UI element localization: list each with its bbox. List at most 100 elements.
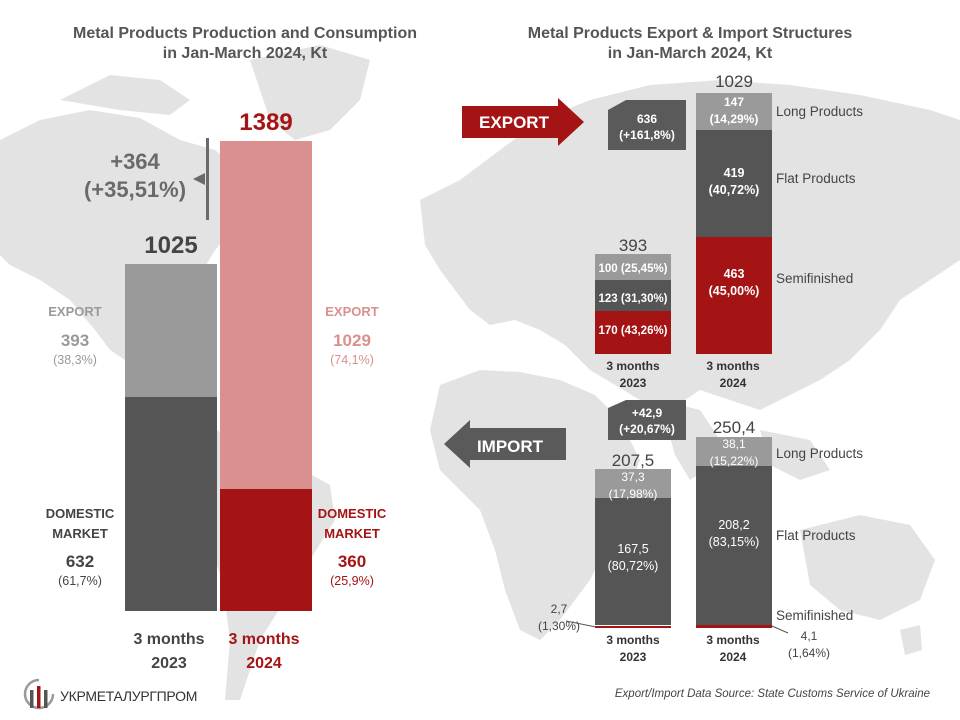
imp24-semi-leader-line [771,625,789,634]
exp-category-2023: 3 months 2023 [590,358,676,392]
left-bar-total-2023: 1025 [144,232,198,260]
exp24-flat-value: 419 [723,166,745,180]
logo-icon [23,678,55,710]
imp23-flat-value: 167,5 [617,542,649,556]
domestic-2023-label-1: DOMESTIC [45,506,115,521]
import-arrow-icon: IMPORT [444,420,566,468]
exp-cat-2023-line1: 3 months [606,359,660,373]
imp-cat-2024-line1: 3 months [706,633,760,647]
export-2023-flat-products-bar [595,279,671,311]
exp-cat-2024-line2: 2024 [719,376,747,390]
imp23-semi-pct: (1,30%) [537,619,581,633]
imp23-semi-leader-line [565,620,597,628]
export-2023-semifinished-bar [595,310,671,354]
legend-long-export: Long Products [776,104,864,119]
left-bar-2023-export [125,264,217,398]
right-title-line1: Metal Products Export & Import Structure… [527,25,853,42]
left-title-line1: Metal Products Production and Consumptio… [73,25,417,42]
export-arrow-label: EXPORT [479,113,550,132]
change-bracket-line [206,138,209,220]
export-2023-label: EXPORT [48,304,102,319]
exp24-flat-pct: (40,72%) [708,183,760,197]
exp24-long-pct: (14,29%) [709,112,759,126]
domestic-2023-label-group: DOMESTIC MARKET 632 (61,7%) [30,504,130,588]
exp23-semi-label: 170 (43,26%) [598,324,668,337]
import-change-value: +42,9 [632,406,663,420]
import-change-arrow: +42,9 (+20,67%) [608,400,686,440]
exp24-flat-label-group: 419 (40,72%) [696,162,772,202]
imp23-long-pct: (17,98%) [608,487,658,501]
imp24-semi-label-group: 4,1 (1,64%) [778,628,840,662]
import-change-pct: (+20,67%) [619,422,675,436]
imp23-long-label-group: 37,3 (17,98%) [595,470,671,502]
domestic-2024-label-1: DOMESTIC [317,506,387,521]
imp-category-2024: 3 months 2024 [690,632,776,666]
left-cat-2023-line1: 3 months [133,631,205,648]
legend-semi-export: Semifinished [776,271,854,286]
left-cat-2024-line1: 3 months [228,631,300,648]
imp24-flat-pct: (83,15%) [708,535,760,549]
export-change-value: 636 [637,112,657,126]
import-2024-long-products-bar [696,437,772,467]
domestic-2024-label-group: DOMESTIC MARKET 360 (25,9%) [312,504,392,588]
imp24-semi-value: 4,1 [800,629,818,643]
left-bar-2024-export [220,140,312,490]
export-2023-label-group: EXPORT 393 (38,3%) [30,304,120,367]
left-bar-2024-domestic [220,489,312,611]
exp-cat-2023-line2: 2023 [619,376,647,390]
import-2024-total: 250,4 [712,418,756,437]
change-abs-value: +364 [110,149,160,174]
exp-category-2024: 3 months 2024 [690,358,776,392]
change-arrow-icon [193,173,205,185]
domestic-2024-value: 360 [337,552,367,571]
exp23-long-label: 100 (25,45%) [598,262,668,275]
legend-flat-import: Flat Products [776,528,856,543]
change-pct-value: (+35,51%) [83,177,187,202]
legend-flat-export: Flat Products [776,171,856,186]
imp-category-2023: 3 months 2023 [590,632,676,666]
export-2023-total: 393 [618,236,648,255]
left-chart-title: Metal Products Production and Consumptio… [30,24,460,64]
left-bar-2023-domestic [125,397,217,611]
left-bar-total-2024: 1389 [239,108,293,136]
export-2024-value: 1029 [333,331,371,350]
left-category-2024: 3 months 2024 [218,628,310,676]
import-2023-flat-products-bar [595,497,671,626]
imp-cat-2023-line2: 2023 [619,650,647,664]
exp24-long-label-group: 147 (14,29%) [696,94,772,128]
export-2024-flat-products-bar [696,130,772,237]
export-2024-pct: (74,1%) [330,353,374,367]
left-title-line2: in Jan-March 2024, Kt [162,45,328,62]
imp24-flat-label-group: 208,2 (83,15%) [696,514,772,554]
import-2023-long-products-bar [595,469,671,498]
exp-cat-2024-line1: 3 months [706,359,760,373]
left-category-2023: 3 months 2023 [120,628,218,676]
exp24-semi-pct: (45,00%) [708,284,760,298]
export-2023-value: 393 [60,331,90,350]
imp24-semi-pct: (1,64%) [787,646,831,660]
import-2023-total: 207,5 [611,451,655,470]
data-source-note: Export/Import Data Source: State Customs… [614,688,930,700]
import-2023-semifinished-bar [595,625,671,628]
imp24-long-pct: (15,22%) [709,454,759,468]
export-2023-long-products-bar [595,254,671,280]
export-2024-total: 1029 [715,72,753,91]
domestic-2023-label-2: MARKET [52,526,108,541]
imp23-long-value: 37,3 [621,470,645,484]
exp24-semi-value: 463 [723,267,745,281]
export-2023-pct: (38,3%) [53,353,97,367]
export-change-pct: (+161,8%) [619,128,675,142]
imp23-semi-label-group: 2,7 (1,30%) [528,601,590,635]
import-2024-semifinished-bar [696,624,772,628]
legend-long-import: Long Products [776,446,864,461]
left-cat-2024-line2: 2024 [246,655,282,672]
exp24-long-value: 147 [723,95,745,109]
export-arrow-icon: EXPORT [462,98,584,146]
imp23-flat-pct: (80,72%) [607,559,659,573]
imp24-flat-value: 208,2 [718,518,750,532]
imp24-long-value: 38,1 [722,437,746,451]
imp-cat-2024-line2: 2024 [719,650,747,664]
imp23-flat-label-group: 167,5 (80,72%) [595,538,671,578]
domestic-2023-value: 632 [65,552,95,571]
export-2024-label: EXPORT [325,304,379,319]
